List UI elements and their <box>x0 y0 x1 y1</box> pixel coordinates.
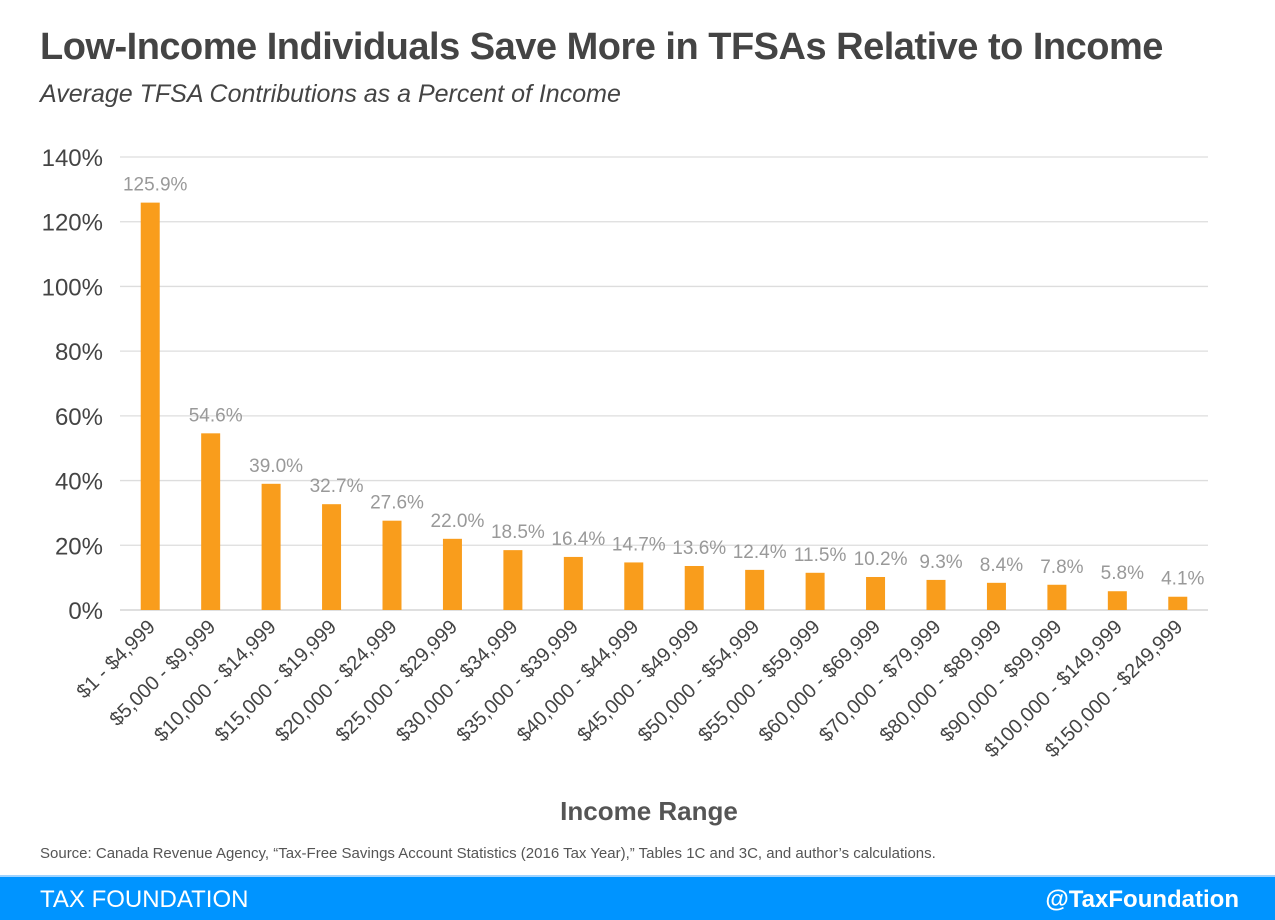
bar <box>684 565 704 610</box>
y-axis-ticks: 0% 20% 40% 60% 80% 100% 120% 140% <box>42 145 103 625</box>
data-label: 4.1% <box>1161 569 1204 590</box>
y-tick-label: 120% <box>42 210 103 237</box>
y-tick-label: 0% <box>68 598 103 625</box>
y-tick-label: 20% <box>55 533 103 560</box>
data-label: 39.0% <box>249 456 303 477</box>
bar <box>805 572 825 610</box>
bar <box>442 538 462 610</box>
bar <box>563 556 583 610</box>
bar <box>986 582 1006 610</box>
footer-bar: TAX FOUNDATION @TaxFoundation <box>0 875 1275 920</box>
data-label: 5.8% <box>1101 563 1144 584</box>
gridlines <box>120 156 1208 611</box>
bar <box>866 576 886 610</box>
bar <box>745 569 765 610</box>
data-label: 22.0% <box>431 511 485 532</box>
y-tick-label: 60% <box>55 404 103 431</box>
source-note: Source: Canada Revenue Agency, “Tax-Free… <box>40 845 936 862</box>
chart-title: Low-Income Individuals Save More in TFSA… <box>40 26 1163 68</box>
chart-subtitle: Average TFSA Contributions as a Percent … <box>40 80 621 108</box>
bar <box>1047 584 1067 610</box>
data-label: 12.4% <box>733 542 787 563</box>
data-label: 7.8% <box>1040 557 1083 578</box>
y-tick-label: 140% <box>42 145 103 172</box>
data-label: 27.6% <box>370 493 424 514</box>
data-labels: 125.9% 54.6% 39.0% 32.7% 27.6% 22.0% 18.5% 16.4… <box>123 175 1205 590</box>
data-label: 9.3% <box>919 552 962 573</box>
bar <box>322 504 342 610</box>
data-label: 54.6% <box>189 405 243 426</box>
data-label: 11.5% <box>794 545 847 566</box>
bar <box>140 202 160 610</box>
bar <box>1107 591 1127 610</box>
bar <box>382 520 402 610</box>
data-label: 8.4% <box>980 555 1023 576</box>
y-tick-label: 40% <box>55 469 103 496</box>
bar <box>926 579 946 610</box>
x-axis-ticks: $1 - $4,999$5,000 - $9,999$10,000 - $14,… <box>73 616 1188 762</box>
bar <box>261 483 281 610</box>
data-label: 125.9% <box>123 175 188 196</box>
x-tick-label: $5,000 - $9,999 <box>106 616 221 731</box>
bar <box>1168 596 1188 610</box>
bar-chart: 0% 20% 40% 60% 80% 100% 120% 140% 125.9% 54.6% 39… <box>42 145 1208 826</box>
bar <box>624 562 644 610</box>
data-label: 10.2% <box>854 549 908 570</box>
data-label: 32.7% <box>310 476 364 497</box>
bars <box>140 202 1188 610</box>
brand-logo-text: TAX FOUNDATION <box>40 886 249 913</box>
bar <box>503 550 523 610</box>
y-tick-label: 100% <box>42 274 103 301</box>
data-label: 16.4% <box>551 529 605 550</box>
y-tick-label: 80% <box>55 339 103 366</box>
bar <box>201 433 221 610</box>
x-axis-label: Income Range <box>560 796 738 826</box>
data-label: 18.5% <box>491 522 545 543</box>
data-label: 13.6% <box>672 538 726 559</box>
data-label: 14.7% <box>612 534 666 555</box>
twitter-handle: @TaxFoundation <box>1045 886 1239 913</box>
